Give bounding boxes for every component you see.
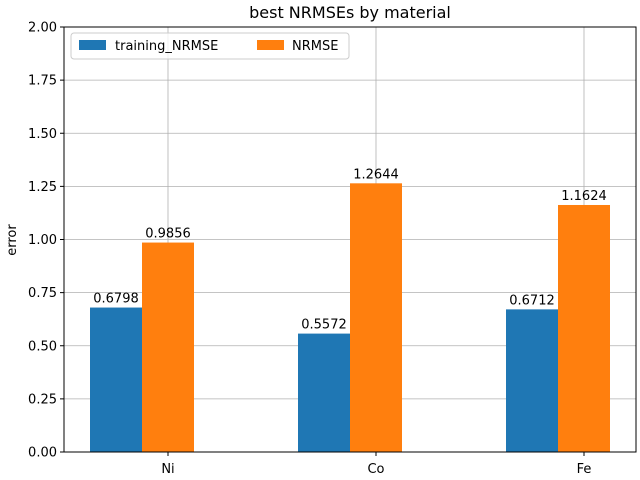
y-tick-label: 0.50 xyxy=(28,339,57,354)
legend: training_NRMSE NRMSE xyxy=(70,32,350,60)
bar-training-nrmse-fe xyxy=(506,309,558,452)
axes: 0.00 0.25 0.50 0.75 1.00 1.25 1.50 1.75 2.00 Ni Co… xyxy=(28,21,591,478)
data-label: 1.2644 xyxy=(353,167,399,182)
y-tick-label: 0.75 xyxy=(28,286,57,301)
data-label: 1.1624 xyxy=(561,189,607,204)
data-label: 0.5572 xyxy=(301,318,347,333)
legend-swatch-training-nrmse xyxy=(79,40,106,50)
chart-title: best NRMSEs by material xyxy=(249,3,451,22)
bar-training-nrmse-ni xyxy=(90,307,142,452)
y-tick-label: 1.25 xyxy=(28,180,57,195)
bar-nrmse-fe xyxy=(558,204,610,452)
x-tick-label: Co xyxy=(367,462,384,477)
data-labels: 0.6798 0.5572 0.6712 0.9856 1.2644 1.1624 xyxy=(93,167,607,332)
x-tick-label: Ni xyxy=(161,462,174,477)
bar-nrmse-co xyxy=(350,183,402,452)
legend-swatch-nrmse xyxy=(257,40,284,50)
y-tick-label: 2.00 xyxy=(28,21,57,36)
y-tick-label: 1.00 xyxy=(28,233,57,248)
data-label: 0.9856 xyxy=(145,227,191,242)
legend-box xyxy=(70,32,350,60)
bar-nrmse-ni xyxy=(142,242,194,452)
y-tick-label: 0.00 xyxy=(28,446,57,461)
legend-label-nrmse: NRMSE xyxy=(292,39,338,54)
data-label: 0.6798 xyxy=(93,292,139,307)
legend-label-training-nrmse: training_NRMSE xyxy=(115,39,218,54)
y-tick-label: 1.75 xyxy=(28,74,57,89)
x-tick-label: Fe xyxy=(577,462,592,477)
bars xyxy=(90,183,610,452)
y-tick-label: 1.50 xyxy=(28,127,57,142)
y-axis-label: error xyxy=(5,224,20,256)
y-tick-label: 0.25 xyxy=(28,392,57,407)
data-label: 0.6712 xyxy=(509,293,555,308)
bar-training-nrmse-co xyxy=(298,333,350,452)
